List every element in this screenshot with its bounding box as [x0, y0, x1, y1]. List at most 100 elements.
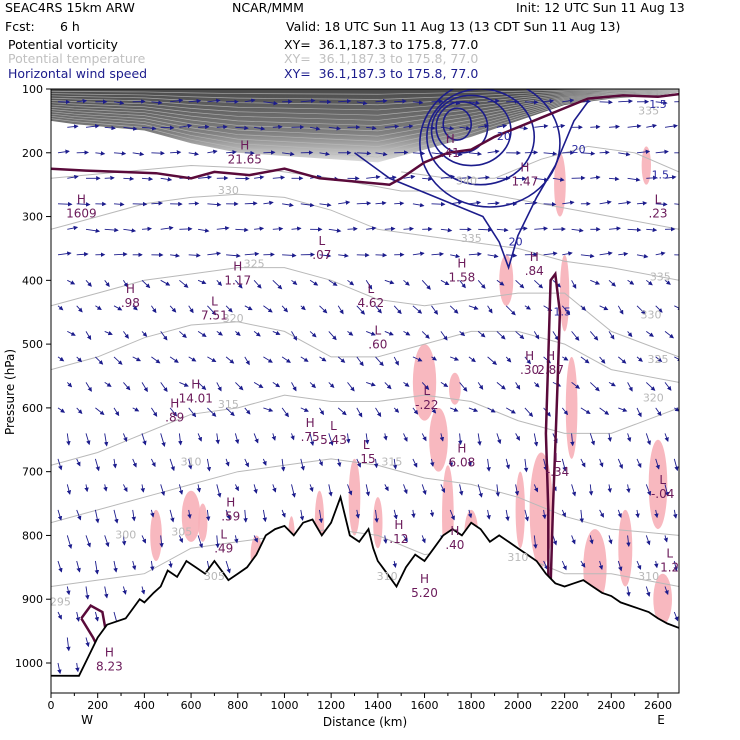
wind-vector	[150, 458, 156, 468]
wind-vector	[132, 305, 138, 311]
wind-vector	[235, 331, 241, 336]
pv-extreme-value: .41	[441, 146, 460, 160]
pv-extreme-marker: H	[306, 416, 315, 430]
wind-vector	[151, 407, 158, 417]
wind-vector	[291, 382, 297, 392]
wind-vector	[571, 280, 577, 289]
wind-vector	[431, 251, 444, 257]
wind-vector	[429, 509, 435, 518]
wind-vector	[263, 407, 274, 412]
pv-extreme-value: 1.2	[660, 561, 679, 575]
pv-extreme-marker: H	[457, 256, 466, 270]
wind-vector	[562, 98, 575, 103]
wind-vector	[356, 356, 364, 367]
wind-vector	[375, 151, 388, 157]
wind-vector	[589, 535, 594, 545]
theta-contour	[51, 193, 679, 281]
pv-shading-area	[412, 344, 437, 421]
wind-vector	[467, 509, 473, 519]
wind-vector	[636, 356, 643, 362]
wind-vector	[365, 484, 371, 497]
wind-vector	[636, 149, 651, 155]
wind-vector	[160, 433, 166, 447]
wind-vector	[646, 279, 653, 286]
wind-vector	[282, 151, 295, 157]
y-tick-label: 800	[22, 529, 43, 542]
wind-vector	[207, 305, 217, 316]
wind-vector	[281, 356, 291, 363]
wind-vector	[104, 175, 115, 181]
wind-vector	[85, 331, 92, 341]
wind-vector	[403, 174, 416, 180]
pv-extreme-value: 6.08	[449, 455, 476, 469]
wind-vector	[347, 226, 358, 232]
wind-vector	[506, 253, 518, 258]
wind-vector	[243, 509, 248, 523]
pv-shading-area	[515, 471, 525, 549]
wind-vector	[244, 201, 258, 206]
wind-vector	[636, 560, 642, 570]
wind-vector	[422, 176, 433, 182]
stratosphere-theta-line	[51, 89, 679, 106]
wind-vector	[113, 305, 123, 311]
wind-vector	[514, 484, 520, 496]
wind-vector	[534, 123, 549, 129]
pv-contour	[51, 92, 679, 186]
x-tick-label: 0	[48, 699, 55, 712]
wind-vector	[589, 382, 600, 392]
wind-vector	[263, 356, 273, 363]
wind-vector	[151, 356, 161, 364]
wind-vector	[533, 279, 544, 289]
theta-contour	[51, 267, 679, 358]
field-theta-xy: XY= 36.1,187.3 to 175.8, 77.0	[284, 51, 479, 66]
pv-shading-area	[648, 439, 668, 530]
wind-vector	[393, 407, 400, 413]
wind-vector	[151, 305, 157, 314]
wind-vector	[328, 331, 337, 341]
pv-extreme-value: .89	[165, 411, 184, 425]
wind-vector	[188, 253, 201, 258]
wind-vector	[94, 560, 100, 575]
wind-vector	[291, 331, 298, 341]
wind-vector	[477, 382, 484, 390]
wind-vector	[412, 407, 419, 415]
wind-vector	[85, 228, 101, 233]
wind-vector	[337, 407, 347, 416]
wind-vector	[95, 151, 106, 156]
wind-vector	[336, 458, 342, 468]
wind-vector	[468, 200, 482, 206]
wind-vector	[384, 484, 389, 492]
pv-shading-area	[449, 372, 461, 405]
wind-vector	[179, 381, 189, 387]
wind-vector	[67, 330, 76, 336]
wind-vector	[104, 382, 112, 387]
wind-vector	[347, 484, 353, 496]
wind-vector	[672, 509, 678, 519]
wind-vector	[403, 279, 410, 286]
wind-vector	[580, 407, 591, 414]
theta-label: 305	[171, 525, 192, 538]
wind-vector	[271, 433, 276, 441]
wind-vector	[440, 331, 448, 341]
wind-vector	[617, 509, 622, 519]
wind-vector	[346, 433, 351, 444]
wind-vector	[85, 637, 90, 648]
wind-vector	[580, 458, 586, 468]
y-tick-label: 1000	[15, 657, 43, 670]
wind-vector	[188, 305, 194, 314]
wind-vector	[477, 280, 486, 289]
wind-vector	[169, 356, 179, 363]
wind-vector	[590, 124, 601, 130]
field-pv-name: Potential vorticity	[8, 37, 118, 52]
wind-vector	[319, 151, 330, 157]
pv-extreme-marker: H	[394, 518, 403, 532]
wind-vector	[524, 356, 531, 365]
wind-vector	[505, 458, 511, 470]
theta-contour	[401, 145, 679, 179]
wind-vector	[318, 458, 323, 467]
wind-vector	[374, 509, 379, 523]
stratosphere-theta-line	[51, 90, 679, 132]
wind-vector	[571, 535, 576, 545]
wind-vector	[552, 535, 558, 546]
wind-vector	[384, 175, 397, 180]
